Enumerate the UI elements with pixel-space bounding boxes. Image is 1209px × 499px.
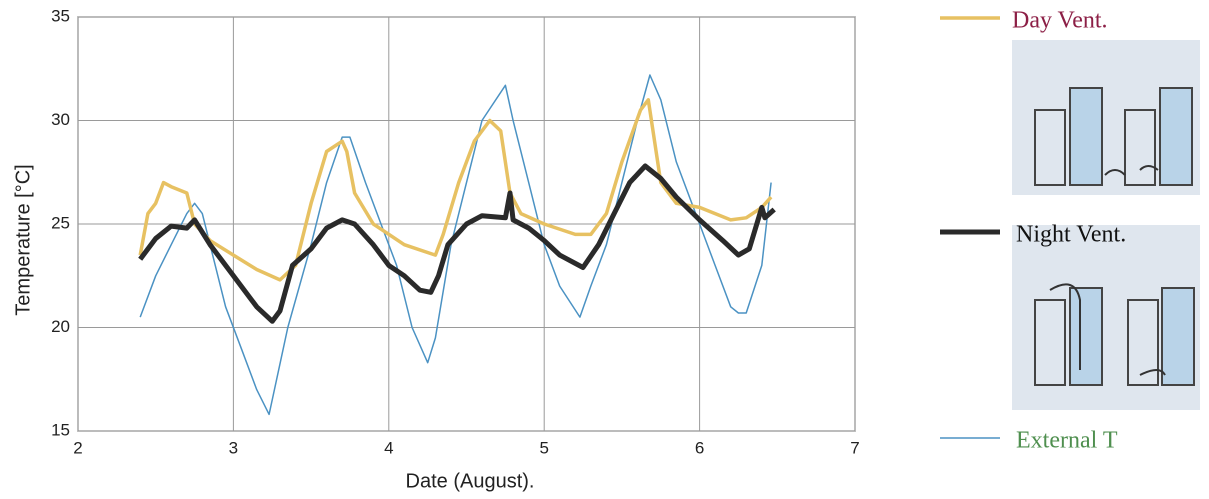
chart: Date (August). Temperature [°C] 15202530… [0,0,1209,499]
line [140,100,771,280]
y-tick-label: 15 [51,420,70,439]
page: {"chart_data": {"type": "line", "x_label… [0,0,1209,499]
illustration-night [1012,225,1200,410]
x-tick-label: 5 [539,438,548,457]
line [140,75,771,414]
x-tick-label: 4 [384,438,393,457]
y-axis-label: Temperature [°C] [12,164,34,315]
x-tick-label: 6 [695,438,704,457]
x-tick-label: 7 [850,438,859,457]
y-tick-label: 25 [51,213,70,232]
x-tick-label: 3 [229,438,238,457]
x-tick-label: 2 [73,438,82,457]
y-tick-label: 35 [51,6,70,25]
y-tick-label: 30 [51,110,70,129]
y-tick-label: 20 [51,317,70,336]
x-axis-label: Date (August). [406,470,535,492]
illustration-day [1012,40,1200,195]
legend-label: External T [1016,428,1118,454]
legend-label: Day Vent. [1012,8,1108,34]
legend-label: Night Vent. [1016,222,1126,248]
